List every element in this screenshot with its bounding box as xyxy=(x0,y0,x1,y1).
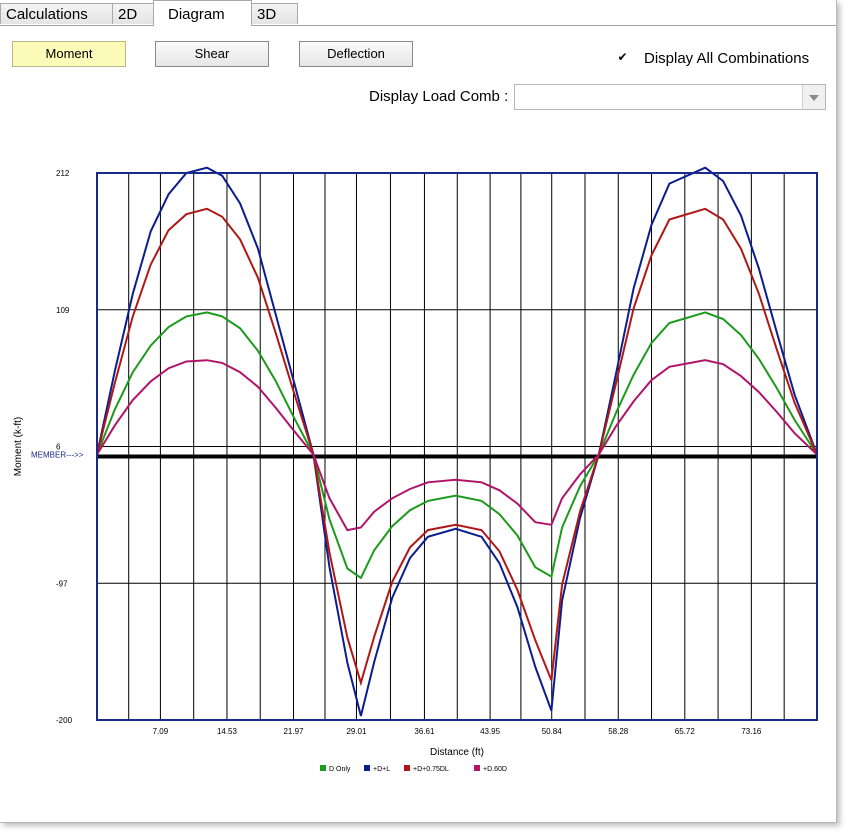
series-line-0 xyxy=(96,311,818,580)
deflection-button[interactable]: Deflection xyxy=(299,41,413,67)
shear-button[interactable]: Shear xyxy=(155,41,269,67)
display-all-checkbox[interactable]: ✔ xyxy=(617,50,628,64)
legend-entry: D Only xyxy=(329,766,351,773)
y-tick-label: 6 xyxy=(56,443,61,452)
legend-swatch xyxy=(364,765,370,771)
y-tick-label: 109 xyxy=(56,306,70,315)
load-comb-select[interactable] xyxy=(514,84,826,110)
x-tick-label: 29.01 xyxy=(346,727,367,736)
tab-2d[interactable]: 2D xyxy=(112,3,156,24)
legend-entry: +D+0.75DL xyxy=(413,766,449,773)
x-tick-label: 73.16 xyxy=(741,727,762,736)
legend-swatch xyxy=(404,765,410,771)
x-tick-label: 43.95 xyxy=(480,727,501,736)
display-all-label: Display All Combinations xyxy=(644,50,810,67)
tab-calculations[interactable]: Calculations xyxy=(0,3,113,24)
legend-entry: +D+L xyxy=(373,766,390,773)
x-tick-label: 21.97 xyxy=(283,727,304,736)
moment-diagram-chart: 212 109 6 -97 -200 7.09 14.53 21.97 29.01 36.61 43… xyxy=(13,166,818,773)
load-comb-label: Display Load Comb : xyxy=(369,88,509,105)
plot-frame xyxy=(96,172,818,721)
series-line-1 xyxy=(96,166,818,717)
x-axis-label: Distance (ft) xyxy=(430,747,484,758)
x-tick-label: 58.28 xyxy=(608,727,629,736)
tab-diagram[interactable]: Diagram xyxy=(153,0,252,26)
legend-swatch xyxy=(474,765,480,771)
y-tick-label: 212 xyxy=(56,169,70,178)
x-tick-label: 65.72 xyxy=(675,727,696,736)
x-tick-label: 7.09 xyxy=(153,727,169,736)
legend-entry: +D.60D xyxy=(483,766,507,773)
tab-strip: Calculations 2D Diagram 3D xyxy=(0,0,836,26)
moment-button[interactable]: Moment xyxy=(12,41,126,67)
x-tick-label: 36.61 xyxy=(414,727,435,736)
legend-swatch xyxy=(320,765,326,771)
x-tick-label: 14.53 xyxy=(217,727,238,736)
series-line-3 xyxy=(96,359,818,532)
x-tick-label: 50.84 xyxy=(542,727,563,736)
chevron-down-icon[interactable] xyxy=(802,85,825,109)
diagram-panel: Calculations 2D Diagram 3D Moment Shear … xyxy=(0,0,837,823)
series-line-2 xyxy=(96,207,818,687)
tab-3d[interactable]: 3D xyxy=(251,3,298,24)
member-label: MEMBER--->> xyxy=(31,450,84,459)
y-tick-label: -200 xyxy=(56,716,73,725)
y-tick-label: -97 xyxy=(56,579,68,588)
y-axis-label: Moment (k-ft) xyxy=(13,417,24,476)
